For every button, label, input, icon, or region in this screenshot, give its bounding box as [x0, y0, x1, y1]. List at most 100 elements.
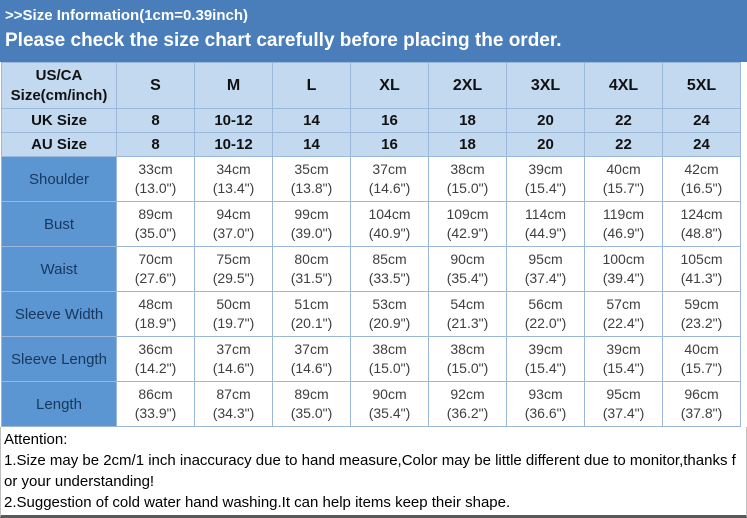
size-value-cell: 22 [584, 132, 663, 157]
measurement-cm: 59cm [684, 296, 719, 312]
measurement-cell: 35cm (13.8") [272, 156, 351, 202]
size-value-cell: 24 [662, 108, 741, 133]
measurement-cm: 109cm [446, 206, 489, 222]
measurement-cm: 57cm [606, 296, 641, 312]
measurement-cm: 70cm [138, 251, 173, 267]
measurement-cell: 100cm (39.4") [584, 246, 663, 292]
measurement-cm: 36cm [138, 341, 173, 357]
measurement-cm: 124cm [680, 206, 723, 222]
measurement-cm: 90cm [372, 386, 407, 402]
measurement-cm: 94cm [216, 206, 251, 222]
size-value-cell: 24 [662, 132, 741, 157]
measurement-inch: (13.4") [212, 180, 255, 196]
corner-header-line1: US/CA [35, 66, 83, 84]
measurement-inch: (42.9") [446, 225, 489, 241]
measurement-inch: (37.0") [212, 225, 255, 241]
attention-section: Attention: 1.Size may be 2cm/1 inch inac… [0, 427, 747, 518]
measurement-cell: 38cm (15.0") [428, 336, 507, 382]
measurement-cm: 89cm [294, 386, 329, 402]
measurement-cm: 114cm [525, 206, 566, 222]
measurement-inch: (37.4") [602, 405, 645, 421]
attention-note-1: 1.Size may be 2cm/1 inch inaccuracy due … [4, 452, 736, 490]
measurement-cell: 95cm (37.4") [506, 246, 585, 292]
attention-note-2: 2.Suggestion of cold water hand washing.… [4, 494, 511, 511]
measurement-cm: 40cm [684, 341, 719, 357]
corner-header-line2: Size(cm/inch) [10, 86, 108, 104]
row-label: Sleeve Width [1, 291, 117, 337]
measurement-inch: (19.7") [212, 315, 255, 331]
measurement-cm: 48cm [138, 296, 173, 312]
measurement-cm: 104cm [368, 206, 411, 222]
measurement-inch: (36.2") [446, 405, 489, 421]
measurement-cell: 119cm (46.9") [584, 201, 663, 247]
size-col-4xl: 4XL [584, 62, 663, 109]
measurement-cm: 39cm [606, 341, 641, 357]
measurement-inch: (15.0") [368, 360, 411, 376]
measurement-cell: 56cm (22.0") [506, 291, 585, 337]
size-value-cell: 22 [584, 108, 663, 133]
measurement-cm: 89cm [138, 206, 173, 222]
measurement-inch: (22.0") [524, 315, 567, 331]
measurement-cell: 90cm (35.4") [350, 381, 429, 427]
size-value-cell: 18 [428, 132, 507, 157]
size-col-m: M [194, 62, 273, 109]
measurement-cm: 51cm [294, 296, 329, 312]
measurement-cell: 33cm (13.0") [116, 156, 195, 202]
measurement-cm: 87cm [216, 386, 251, 402]
measurement-cell: 36cm (14.2") [116, 336, 195, 382]
measurement-inch: (21.3") [446, 315, 489, 331]
measurement-inch: (34.3") [212, 405, 255, 421]
size-value-cell: 20 [506, 108, 585, 133]
size-value-cell: 10-12 [194, 132, 273, 157]
measurement-cell: 86cm (33.9") [116, 381, 195, 427]
row-label: UK Size [1, 108, 117, 133]
measurement-inch: (15.7") [602, 180, 645, 196]
measurement-row: Sleeve Length 36cm (14.2") 37cm (14.6") 37cm (… [1, 336, 741, 382]
measurement-cell: 114cm (44.9") [506, 201, 585, 247]
measurement-inch: (20.1") [290, 315, 333, 331]
measurement-cm: 39cm [528, 341, 563, 357]
size-value-cell: 20 [506, 132, 585, 157]
measurement-cm: 53cm [372, 296, 407, 312]
measurement-cm: 99cm [294, 206, 329, 222]
measurement-cell: 37cm (14.6") [272, 336, 351, 382]
measurement-cell: 37cm (14.6") [194, 336, 273, 382]
measurement-cell: 93cm (36.6") [506, 381, 585, 427]
measurement-cell: 109cm (42.9") [428, 201, 507, 247]
measurement-cm: 92cm [450, 386, 485, 402]
measurement-cm: 38cm [450, 341, 485, 357]
measurement-cell: 124cm (48.8") [662, 201, 741, 247]
size-col-5xl: 5XL [662, 62, 741, 109]
measurement-cm: 96cm [684, 386, 719, 402]
measurement-cm: 85cm [372, 251, 407, 267]
measurement-inch: (15.4") [602, 360, 645, 376]
row-label: Sleeve Length [1, 336, 117, 382]
measurement-cell: 89cm (35.0") [272, 381, 351, 427]
row-label: Waist [1, 246, 117, 292]
measurement-cm: 33cm [138, 161, 173, 177]
measurement-cell: 39cm (15.4") [584, 336, 663, 382]
row-label: Bust [1, 201, 117, 247]
measurement-cm: 37cm [216, 341, 251, 357]
size-col-l: L [272, 62, 351, 109]
measurement-cell: 85cm (33.5") [350, 246, 429, 292]
size-value-cell: 8 [116, 132, 195, 157]
measurement-cell: 37cm (14.6") [350, 156, 429, 202]
measurement-inch: (18.9") [134, 315, 177, 331]
measurement-cm: 93cm [528, 386, 563, 402]
measurement-inch: (27.6") [134, 270, 177, 286]
measurement-cell: 39cm (15.4") [506, 336, 585, 382]
measurement-cm: 54cm [450, 296, 485, 312]
measurement-inch: (46.9") [602, 225, 645, 241]
size-value-cell: 10-12 [194, 108, 273, 133]
measurement-inch: (15.7") [680, 360, 723, 376]
measurement-cm: 34cm [216, 161, 251, 177]
measurement-cell: 38cm (15.0") [350, 336, 429, 382]
measurement-row: Length 86cm (33.9") 87cm (34.3") 89cm (35.0") 9… [1, 381, 741, 427]
measurement-inch: (35.4") [368, 405, 411, 421]
measurement-cm: 35cm [294, 161, 329, 177]
measurement-cm: 50cm [216, 296, 251, 312]
measurement-cell: 57cm (22.4") [584, 291, 663, 337]
measurement-inch: (35.0") [290, 405, 333, 421]
size-col-s: S [116, 62, 195, 109]
